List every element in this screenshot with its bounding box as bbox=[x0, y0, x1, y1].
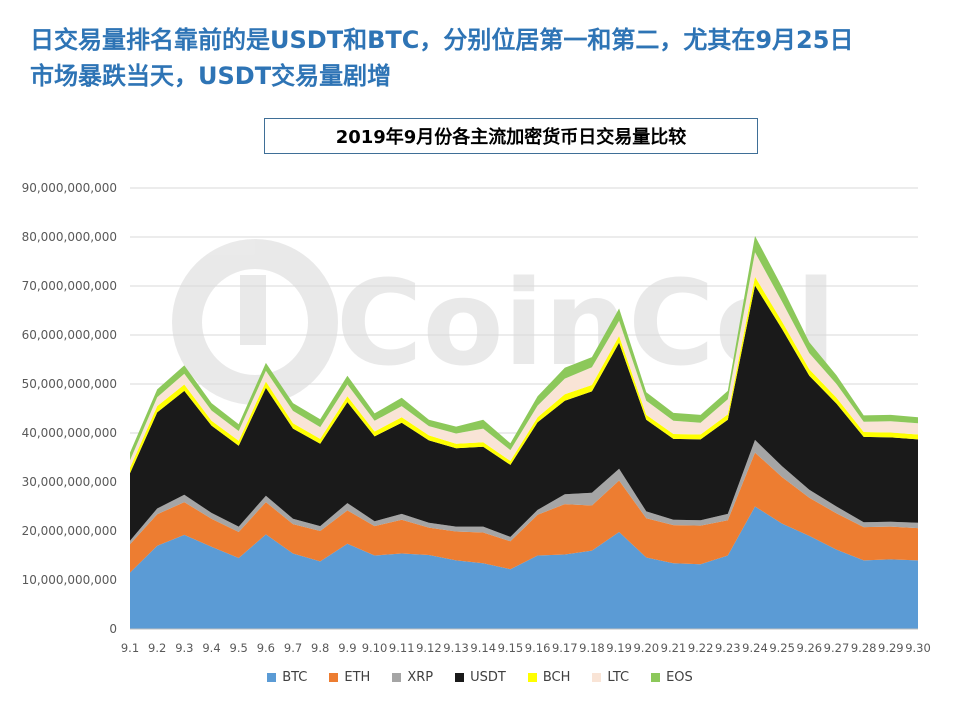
legend-label: XRP bbox=[407, 669, 434, 685]
legend-item-bch: BCH bbox=[527, 669, 571, 685]
x-tick-label: 9.4 bbox=[202, 641, 220, 655]
legend-item-usdt: USDT bbox=[455, 670, 506, 685]
legend-label: LTC bbox=[607, 669, 630, 685]
legend-swatch bbox=[592, 672, 602, 682]
x-tick-label: 9.8 bbox=[311, 641, 329, 655]
legend-swatch bbox=[267, 672, 277, 682]
area-series-bch bbox=[130, 276, 918, 474]
x-tick-label: 9.20 bbox=[633, 641, 659, 655]
y-axis: 0 10,000,000,000 20,000,000,000 30,000,000,… bbox=[22, 181, 117, 636]
area-series-usdt bbox=[130, 285, 918, 541]
x-tick-label: 9.26 bbox=[797, 641, 823, 655]
y-tick-label: 90,000,000,000 bbox=[22, 181, 117, 195]
legend-swatch bbox=[527, 672, 537, 682]
y-tick-label: 80,000,000,000 bbox=[22, 230, 117, 244]
legend-item-eos: EOS bbox=[651, 670, 693, 685]
legend-swatch bbox=[651, 672, 661, 682]
x-tick-label: 9.14 bbox=[470, 641, 496, 655]
legend-item-ltc: LTC bbox=[592, 670, 629, 685]
legend-item-btc: BTC bbox=[267, 670, 307, 685]
x-tick-label: 9.25 bbox=[769, 641, 795, 655]
stacked-areas bbox=[130, 236, 918, 629]
x-tick-label: 9.6 bbox=[257, 641, 275, 655]
x-tick-label: 9.10 bbox=[362, 641, 388, 655]
x-tick-label: 9.28 bbox=[851, 641, 877, 655]
legend-label: USDT bbox=[470, 669, 506, 685]
y-tick-label: 40,000,000,000 bbox=[22, 426, 117, 440]
legend-label: ETH bbox=[344, 669, 371, 685]
x-tick-label: 9.23 bbox=[715, 641, 741, 655]
x-tick-label: 9.21 bbox=[661, 641, 687, 655]
y-tick-label: 20,000,000,000 bbox=[22, 524, 117, 538]
x-tick-label: 9.17 bbox=[552, 641, 578, 655]
legend-swatch bbox=[392, 672, 402, 682]
area-series-btc bbox=[130, 506, 918, 629]
x-tick-label: 9.15 bbox=[498, 641, 524, 655]
legend-label: BCH bbox=[542, 669, 571, 685]
chart-title: 2019年9月份各主流加密货币日交易量比较 bbox=[264, 118, 758, 154]
area-series-ltc bbox=[130, 252, 918, 468]
watermark-logo-bar bbox=[240, 275, 266, 345]
x-tick-label: 9.16 bbox=[525, 641, 551, 655]
y-tick-label: 60,000,000,000 bbox=[22, 328, 117, 342]
headline-line-2: 市场暴跌当天，USDT交易量剧增 bbox=[30, 62, 392, 90]
x-axis: 9.1 9.2 9.3 9.4 9.5 9.6 9.7 9.8 9.9 9.10 9.11 9.12 9… bbox=[121, 628, 931, 655]
x-tick-label: 9.24 bbox=[742, 641, 768, 655]
x-tick-label: 9.12 bbox=[416, 641, 442, 655]
legend-swatch bbox=[329, 672, 339, 682]
headline-line-1: 日交易量排名靠前的是USDT和BTC，分别位居第一和第二，尤其在9月25日 bbox=[30, 26, 854, 54]
area-series-xrp bbox=[130, 439, 918, 545]
chart-legend: BTC ETH XRP USDT BCH LTC EOS bbox=[0, 666, 960, 688]
x-tick-label: 9.18 bbox=[579, 641, 605, 655]
headline: 日交易量排名靠前的是USDT和BTC，分别位居第一和第二，尤其在9月25日 市场… bbox=[30, 22, 940, 94]
area-series-eth bbox=[130, 452, 918, 573]
x-tick-label: 9.27 bbox=[824, 641, 850, 655]
y-tick-label: 50,000,000,000 bbox=[22, 377, 117, 391]
x-tick-label: 9.7 bbox=[284, 641, 302, 655]
x-tick-label: 9.22 bbox=[688, 641, 714, 655]
x-tick-label: 9.5 bbox=[230, 641, 248, 655]
y-tick-label: 70,000,000,000 bbox=[22, 279, 117, 293]
x-tick-label: 9.3 bbox=[175, 641, 193, 655]
x-tick-label: 9.13 bbox=[443, 641, 469, 655]
y-tick-label: 10,000,000,000 bbox=[22, 573, 117, 587]
x-tick-label: 9.19 bbox=[606, 641, 632, 655]
legend-label: EOS bbox=[666, 669, 693, 685]
x-tick-label: 9.29 bbox=[878, 641, 904, 655]
x-tick-label: 9.11 bbox=[389, 641, 415, 655]
legend-item-xrp: XRP bbox=[392, 670, 433, 685]
x-tick-label: 9.1 bbox=[121, 641, 139, 655]
y-tick-label: 0 bbox=[109, 622, 117, 636]
x-tick-label: 9.30 bbox=[905, 641, 931, 655]
y-tick-label: 30,000,000,000 bbox=[22, 475, 117, 489]
legend-item-eth: ETH bbox=[329, 670, 370, 685]
x-tick-label: 9.9 bbox=[338, 641, 356, 655]
area-series-eos bbox=[130, 236, 918, 461]
legend-label: BTC bbox=[282, 669, 308, 685]
legend-swatch bbox=[455, 672, 465, 682]
x-tick-label: 9.2 bbox=[148, 641, 166, 655]
